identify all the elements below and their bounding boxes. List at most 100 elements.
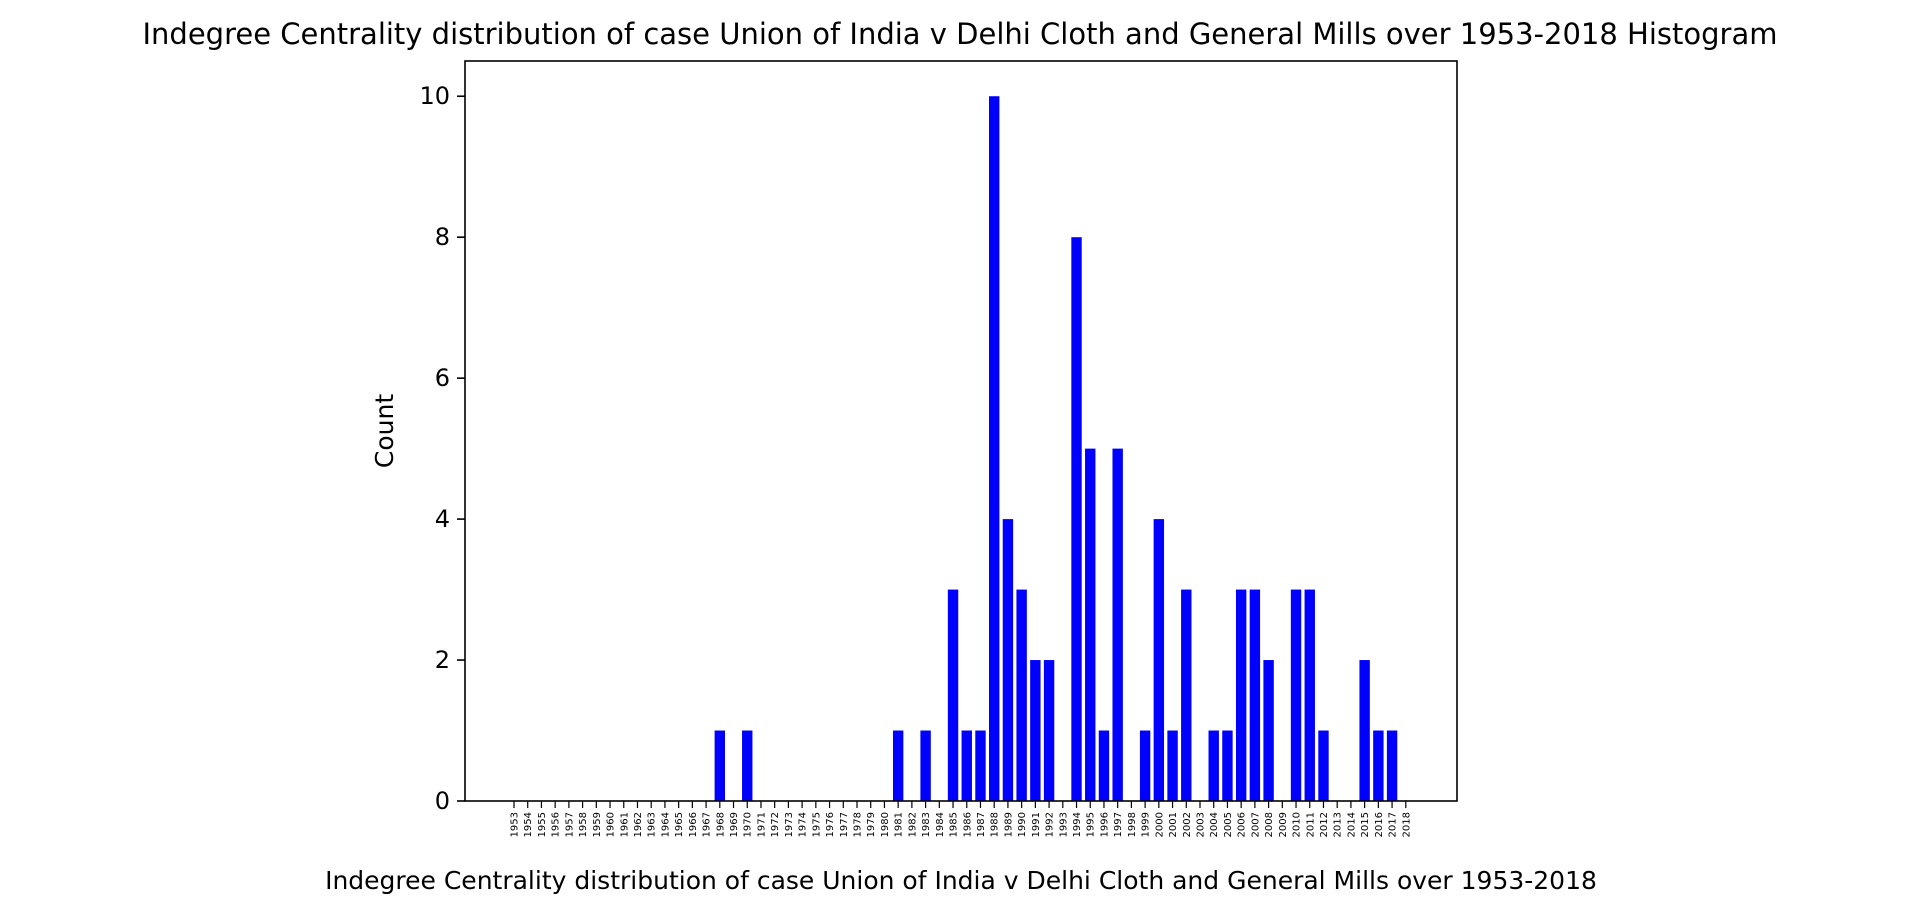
bar-2005 bbox=[1222, 730, 1233, 801]
y-tick-label: 0 bbox=[435, 787, 450, 815]
bar-1970 bbox=[742, 730, 753, 801]
bar-1999 bbox=[1139, 730, 1151, 801]
x-tick-label-2010: 2010 bbox=[1292, 812, 1303, 837]
bar-2000 bbox=[1153, 519, 1165, 801]
x-tick-label-1976: 1976 bbox=[825, 812, 836, 837]
x-tick-label-1968: 1968 bbox=[715, 812, 726, 837]
x-tick-label-1985: 1985 bbox=[949, 812, 960, 837]
x-tick-label-1977: 1977 bbox=[839, 812, 850, 837]
x-tick-label-2015: 2015 bbox=[1360, 812, 1371, 837]
x-tick-label-1987: 1987 bbox=[976, 812, 987, 837]
x-tick-label-2009: 2009 bbox=[1278, 812, 1289, 837]
x-tick-label-1990: 1990 bbox=[1017, 812, 1028, 837]
bar-1983 bbox=[920, 730, 931, 801]
x-tick-label-1980: 1980 bbox=[880, 812, 891, 837]
bar-2010 bbox=[1290, 589, 1302, 801]
x-axis-ticks: 1953 1954 1955 1956 1957 1958 1959 1960 1961 1962… bbox=[510, 801, 1412, 837]
bar-1994 bbox=[1071, 237, 1082, 801]
x-tick-label-2005: 2005 bbox=[1223, 812, 1234, 837]
bar-2002 bbox=[1181, 589, 1192, 801]
x-tick-label-2012: 2012 bbox=[1319, 812, 1330, 837]
bar-2017 bbox=[1386, 730, 1398, 801]
x-tick-label-1972: 1972 bbox=[770, 812, 781, 837]
x-tick-label-1956: 1956 bbox=[551, 812, 562, 837]
bar-1985 bbox=[947, 589, 959, 801]
x-tick-label-2013: 2013 bbox=[1333, 812, 1344, 837]
y-tick-label: 2 bbox=[435, 646, 450, 674]
x-tick-label-1999: 1999 bbox=[1141, 812, 1152, 837]
bar-2004 bbox=[1208, 730, 1219, 801]
x-tick-label-1996: 1996 bbox=[1099, 812, 1110, 837]
x-tick-label-1979: 1979 bbox=[866, 812, 877, 837]
bar-1987 bbox=[975, 730, 986, 801]
x-tick-label-2002: 2002 bbox=[1182, 812, 1193, 837]
bar-1996 bbox=[1098, 730, 1110, 801]
bar-2016 bbox=[1373, 730, 1384, 801]
x-tick-label-1970: 1970 bbox=[743, 812, 754, 837]
bar-1988 bbox=[989, 96, 1000, 802]
x-tick-label-1993: 1993 bbox=[1058, 812, 1069, 837]
x-tick-label-1986: 1986 bbox=[962, 812, 973, 837]
x-tick-label-1961: 1961 bbox=[619, 812, 630, 837]
x-tick-label-1954: 1954 bbox=[523, 812, 534, 837]
bar-1989 bbox=[1002, 519, 1014, 801]
bar-1997 bbox=[1112, 448, 1123, 801]
x-tick-label-1962: 1962 bbox=[633, 812, 644, 837]
x-tick-label-2001: 2001 bbox=[1168, 812, 1179, 837]
x-tick-label-1975: 1975 bbox=[811, 812, 822, 837]
bar-1991 bbox=[1030, 660, 1041, 801]
y-axis-ticks: 0 2 4 6 8 10 bbox=[419, 82, 465, 815]
x-tick-label-1998: 1998 bbox=[1127, 812, 1138, 837]
x-tick-label-1994: 1994 bbox=[1072, 812, 1083, 837]
bar-1981 bbox=[892, 730, 904, 801]
x-tick-label-1957: 1957 bbox=[564, 812, 575, 837]
bar-2008 bbox=[1263, 660, 1274, 801]
y-axis-label: Count bbox=[370, 394, 399, 468]
x-tick-label-2016: 2016 bbox=[1374, 812, 1385, 837]
x-tick-label-1989: 1989 bbox=[1003, 812, 1014, 837]
x-tick-label-1982: 1982 bbox=[907, 812, 918, 837]
y-tick-label: 4 bbox=[435, 505, 450, 533]
bar-1986 bbox=[961, 730, 972, 801]
bar-2006 bbox=[1235, 589, 1247, 801]
x-tick-label-1966: 1966 bbox=[688, 812, 699, 837]
x-tick-label-1983: 1983 bbox=[921, 812, 932, 837]
x-tick-label-1997: 1997 bbox=[1113, 812, 1124, 837]
x-tick-label-1958: 1958 bbox=[578, 812, 589, 837]
x-tick-label-2017: 2017 bbox=[1388, 812, 1399, 837]
bar-2001 bbox=[1167, 730, 1178, 801]
bar-1995 bbox=[1085, 448, 1096, 801]
x-tick-label-2018: 2018 bbox=[1401, 812, 1412, 837]
x-tick-label-1969: 1969 bbox=[729, 812, 740, 837]
x-tick-label-1971: 1971 bbox=[756, 812, 767, 837]
x-tick-label-1978: 1978 bbox=[853, 812, 864, 837]
chart-title: Indegree Centrality distribution of case… bbox=[143, 17, 1778, 51]
y-tick-label: 10 bbox=[419, 82, 450, 110]
x-tick-label-1967: 1967 bbox=[702, 812, 713, 837]
bar-2015 bbox=[1359, 660, 1370, 801]
y-tick-label: 8 bbox=[435, 223, 450, 251]
bar-1992 bbox=[1043, 660, 1055, 801]
x-tick-label-2008: 2008 bbox=[1264, 812, 1275, 837]
bar-1990 bbox=[1016, 589, 1027, 801]
x-tick-label-1981: 1981 bbox=[894, 812, 905, 837]
x-tick-label-1953: 1953 bbox=[510, 812, 521, 837]
x-tick-label-1964: 1964 bbox=[660, 812, 671, 837]
x-tick-label-2011: 2011 bbox=[1305, 812, 1316, 837]
x-axis-label: Indegree Centrality distribution of case… bbox=[325, 866, 1597, 895]
x-tick-label-1960: 1960 bbox=[606, 812, 617, 837]
bars-group bbox=[714, 96, 1398, 802]
x-tick-label-1965: 1965 bbox=[674, 812, 685, 837]
x-tick-label-1995: 1995 bbox=[1086, 812, 1097, 837]
x-tick-label-1959: 1959 bbox=[592, 812, 603, 837]
x-tick-label-2004: 2004 bbox=[1209, 812, 1220, 837]
x-tick-label-1988: 1988 bbox=[990, 812, 1001, 837]
x-tick-label-1984: 1984 bbox=[935, 812, 946, 837]
bar-1968 bbox=[714, 730, 725, 801]
x-tick-label-1973: 1973 bbox=[784, 812, 795, 837]
x-tick-label-1991: 1991 bbox=[1031, 812, 1042, 837]
bar-2012 bbox=[1318, 730, 1329, 801]
x-tick-label-2000: 2000 bbox=[1154, 812, 1165, 837]
y-tick-label: 6 bbox=[435, 364, 450, 392]
